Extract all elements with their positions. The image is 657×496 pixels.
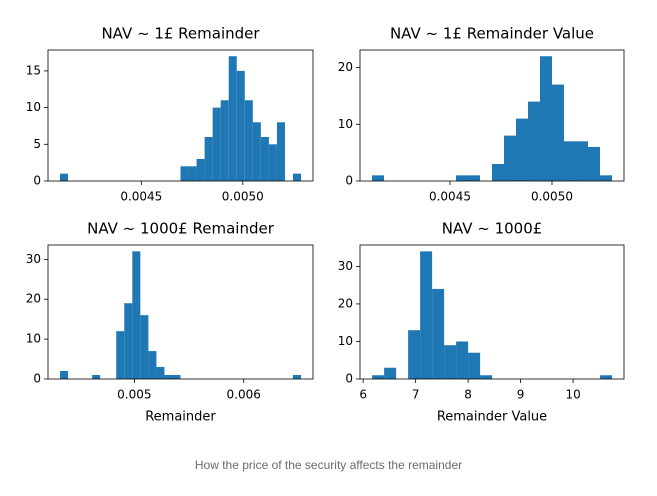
x-tick-label: 0.0045 (120, 190, 162, 204)
bar (156, 367, 165, 379)
bar (204, 136, 213, 181)
bar (124, 303, 133, 379)
y-tick-label: 0 (33, 372, 41, 386)
y-tick-label: 20 (26, 292, 41, 306)
axes-frame (359, 49, 625, 182)
bar (480, 375, 493, 379)
x-axis-label: Remainder Value (437, 410, 547, 425)
bar (244, 100, 253, 181)
bar (116, 331, 125, 379)
axes-frame (47, 244, 314, 380)
x-tick-label: 10 (565, 388, 580, 402)
bar (148, 351, 157, 379)
bar (196, 158, 205, 181)
y-tick-label: 0 (345, 372, 353, 386)
bar (468, 175, 481, 181)
y-tick-label: 20 (338, 60, 353, 74)
y-tick-label: 10 (338, 117, 353, 131)
x-tick-label: 0.0045 (429, 190, 471, 204)
y-tick-label: 30 (338, 259, 353, 273)
bar (140, 315, 149, 379)
bar (432, 288, 445, 379)
bar (276, 122, 285, 181)
axes-frame (47, 49, 314, 182)
bar (420, 251, 433, 379)
bar (292, 375, 301, 379)
bar (60, 371, 69, 379)
bar (408, 330, 421, 379)
bar (59, 173, 69, 181)
x-tick-label: 0.006 (227, 388, 261, 402)
bar (260, 136, 269, 181)
chart-title: NAV ~ 1£ Remainder (101, 25, 260, 43)
chart-title: NAV ~ 1£ Remainder Value (390, 25, 594, 43)
x-tick-label: 7 (412, 388, 420, 402)
bar (527, 101, 540, 181)
bar (212, 107, 221, 181)
x-axis-label: Remainder (145, 410, 216, 425)
x-tick-label: 0.0050 (222, 190, 264, 204)
y-tick-label: 0 (345, 174, 353, 188)
bar (268, 144, 277, 181)
bar (563, 141, 576, 181)
x-tick-label: 0.0050 (531, 190, 573, 204)
bar (444, 345, 457, 379)
bar (236, 70, 245, 181)
bar (228, 56, 237, 181)
bar (252, 122, 261, 181)
bar (372, 175, 385, 181)
chart-title: NAV ~ 1000£ Remainder (87, 220, 275, 238)
bar (456, 341, 469, 379)
y-tick-label: 10 (26, 100, 41, 114)
axes-frame (359, 244, 625, 380)
bar (172, 375, 181, 379)
bar (468, 352, 481, 379)
y-tick-label: 10 (338, 334, 353, 348)
bar (539, 56, 552, 181)
bar (599, 175, 612, 181)
bar (600, 375, 613, 379)
bar (220, 100, 229, 181)
bar (292, 173, 302, 181)
bar (384, 367, 397, 379)
y-tick-label: 15 (26, 63, 41, 77)
bar (456, 175, 469, 181)
y-tick-label: 30 (26, 252, 41, 266)
caption: How the price of the security affects th… (194, 458, 463, 472)
bar (503, 135, 516, 181)
bar (372, 375, 385, 379)
x-tick-label: 9 (517, 388, 525, 402)
y-tick-label: 0 (33, 174, 41, 188)
bar (587, 146, 600, 181)
bar (515, 118, 528, 181)
x-tick-label: 8 (464, 388, 472, 402)
bar (551, 84, 564, 181)
x-tick-label: 6 (359, 388, 367, 402)
bar (492, 163, 504, 181)
bar (92, 375, 101, 379)
x-tick-label: 0.005 (117, 388, 151, 402)
bar (180, 166, 189, 181)
y-tick-label: 10 (26, 332, 41, 346)
y-tick-label: 5 (33, 137, 41, 151)
bar (164, 375, 173, 379)
bar (188, 166, 197, 181)
chart-title: NAV ~ 1000£ (442, 220, 543, 238)
bar (132, 251, 141, 379)
y-tick-label: 20 (338, 296, 353, 310)
bar (575, 141, 588, 181)
